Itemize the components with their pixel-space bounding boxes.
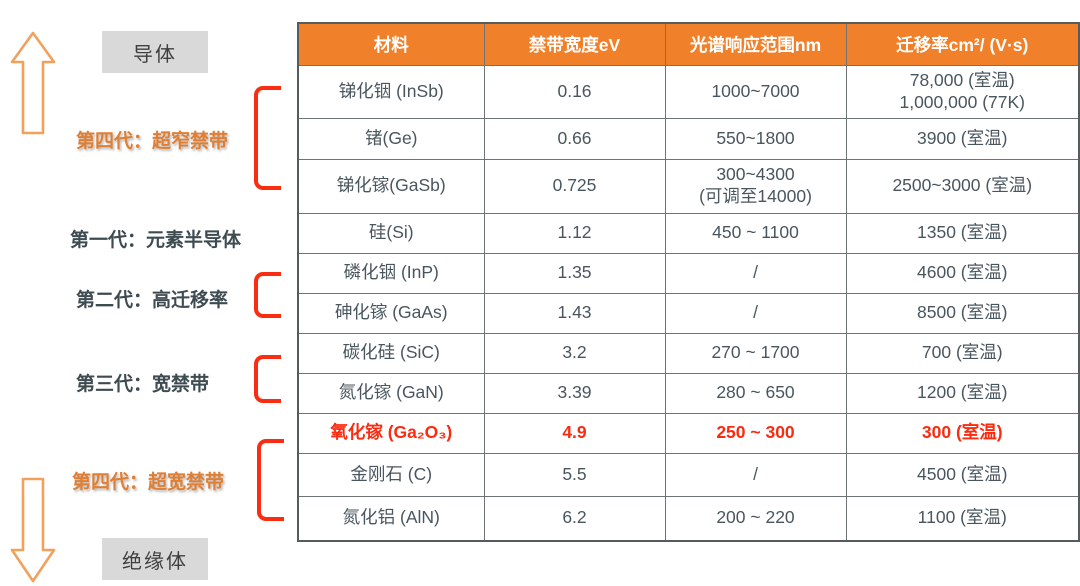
mobility-cell: 8500 (室温)	[845, 292, 1080, 334]
label-gen4-ultrawide-bandgap: 第四代：超宽禁带	[72, 472, 225, 493]
spectral-cell: 270 ~ 1700	[664, 332, 847, 374]
material-cell: 硅(Si)	[297, 212, 485, 254]
table-row: 砷化镓 (GaAs) 1.43/8500 (室温)	[297, 292, 1080, 334]
spectral-cell: 450 ~ 1100	[664, 212, 847, 254]
material-cell: 碳化硅 (SiC)	[297, 332, 485, 374]
bracket-gen4-ultrawide	[257, 439, 284, 521]
bracket-gen2	[254, 272, 281, 318]
spectral-cell: 250 ~ 300	[664, 412, 847, 454]
material-cell: 锑化铟 (InSb)	[297, 64, 485, 119]
table-row: 锑化铟 (InSb) 0.16 1000~7000 78,000 (室温) 1,000…	[297, 64, 1080, 119]
material-cell: 氧化镓 (Ga₂O₃)	[297, 412, 485, 454]
bracket-gen3	[254, 355, 281, 403]
label-gen4-narrow-bandgap: 第四代：超窄禁带	[76, 131, 229, 152]
mobility-cell: 4600 (室温)	[845, 252, 1080, 294]
mobility-cell: 4500 (室温)	[845, 452, 1080, 497]
conductor-label: 导体	[102, 31, 208, 73]
col-header-material: 材料	[297, 22, 485, 66]
col-header-spectral-range: 光谱响应范围nm	[664, 22, 847, 66]
spectral-cell: 1000~7000	[664, 64, 847, 119]
table-row: 磷化铟 (InP) 1.35/4600 (室温)	[297, 252, 1080, 294]
mobility-cell: 700 (室温)	[845, 332, 1080, 374]
table-row: 锗(Ge) 0.66 550~1800 3900 (室温)	[297, 117, 1080, 160]
spectral-cell: /	[664, 252, 847, 294]
col-header-bandgap: 禁带宽度eV	[483, 22, 666, 66]
label-gen1-elemental: 第一代：元素半导体	[70, 230, 242, 251]
bandgap-cell: 6.2	[483, 495, 666, 542]
material-cell: 砷化镓 (GaAs)	[297, 292, 485, 334]
spectral-cell: 200 ~ 220	[664, 495, 847, 542]
table-row: 硅(Si) 1.12 450 ~ 1100 1350 (室温)	[297, 212, 1080, 254]
spectral-cell: /	[664, 292, 847, 334]
mobility-cell: 300 (室温)	[845, 412, 1080, 454]
bandgap-cell: 5.5	[483, 452, 666, 497]
table-row: 氮化镓 (GaN) 3.39 280 ~ 650 1200 (室温)	[297, 372, 1080, 414]
table-row: 碳化硅 (SiC) 3.2 270 ~ 1700 700 (室温)	[297, 332, 1080, 374]
bandgap-cell: 1.12	[483, 212, 666, 254]
material-cell: 金刚石 (C)	[297, 452, 485, 497]
mobility-cell: 1100 (室温)	[845, 495, 1080, 542]
material-cell: 磷化铟 (InP)	[297, 252, 485, 294]
bandgap-cell: 0.16	[483, 64, 666, 119]
label-gen3-wide-bandgap: 第三代：宽禁带	[76, 374, 210, 395]
mobility-cell: 78,000 (室温) 1,000,000 (77K)	[845, 64, 1080, 119]
mobility-cell: 3900 (室温)	[845, 117, 1080, 160]
bandgap-cell: 0.725	[483, 158, 666, 214]
insulator-label: 绝缘体	[102, 538, 208, 580]
label-gen2-high-mobility: 第二代：高迁移率	[76, 290, 229, 311]
bracket-gen4-narrow	[254, 86, 281, 190]
spectral-cell: 300~4300 (可调至14000)	[664, 158, 847, 214]
header-row: 材料 禁带宽度eV 光谱响应范围nm 迁移率cm²/ (V·s)	[297, 22, 1080, 66]
bandgap-cell: 0.66	[483, 117, 666, 160]
table-row: 氮化铝 (AlN) 6.2 200 ~ 220 1100 (室温)	[297, 495, 1080, 542]
table-row: 氧化镓 (Ga₂O₃) 4.9 250 ~ 300 300 (室温)	[297, 412, 1080, 454]
spectral-cell: 550~1800	[664, 117, 847, 160]
material-cell: 锑化镓(GaSb)	[297, 158, 485, 214]
mobility-cell: 2500~3000 (室温)	[845, 158, 1080, 214]
bandgap-cell: 3.2	[483, 332, 666, 374]
bandgap-cell: 4.9	[483, 412, 666, 454]
material-cell: 氮化镓 (GaN)	[297, 372, 485, 414]
materials-table: 材料 禁带宽度eV 光谱响应范围nm 迁移率cm²/ (V·s) 锑化铟 (In…	[297, 22, 1080, 542]
mobility-cell: 1200 (室温)	[845, 372, 1080, 414]
table-row: 金刚石 (C) 5.5/4500 (室温)	[297, 452, 1080, 497]
spectral-cell: 280 ~ 650	[664, 372, 847, 414]
col-header-mobility: 迁移率cm²/ (V·s)	[845, 22, 1080, 66]
down-arrow-icon	[10, 477, 56, 583]
bandgap-cell: 1.43	[483, 292, 666, 334]
up-arrow-icon	[10, 31, 56, 135]
mobility-cell: 1350 (室温)	[845, 212, 1080, 254]
bandgap-cell: 1.35	[483, 252, 666, 294]
material-cell: 锗(Ge)	[297, 117, 485, 160]
table-row: 锑化镓(GaSb) 0.725 300~4300 (可调至14000) 2500~30…	[297, 158, 1080, 214]
spectral-cell: /	[664, 452, 847, 497]
bandgap-cell: 3.39	[483, 372, 666, 414]
material-cell: 氮化铝 (AlN)	[297, 495, 485, 542]
